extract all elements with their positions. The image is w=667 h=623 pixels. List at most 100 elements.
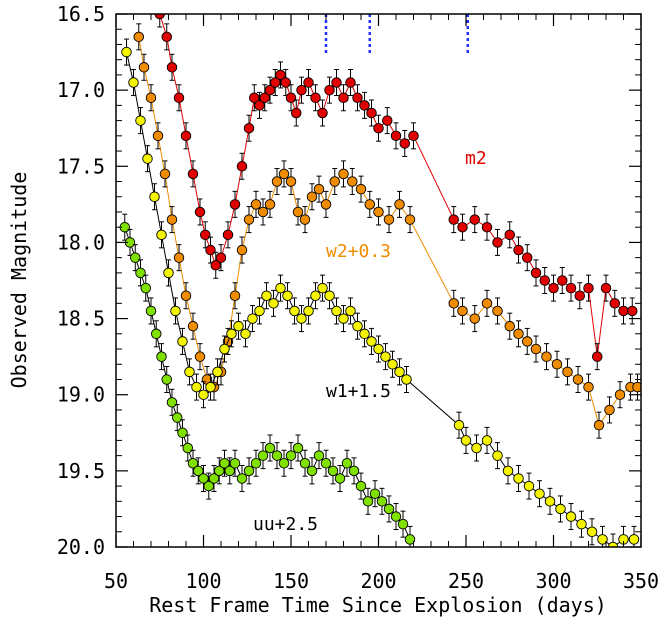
data-point: [469, 214, 481, 225]
data-point: [380, 351, 391, 362]
data-point: [229, 290, 241, 301]
data-point: [513, 328, 524, 340]
data-point: [177, 427, 188, 439]
data-point: [173, 252, 185, 263]
x-tick-label: 300: [535, 569, 571, 593]
data-point: [492, 450, 503, 461]
data-point: [592, 351, 603, 362]
y-tick-label: 16.5: [57, 2, 105, 26]
data-point: [317, 107, 328, 119]
data-point: [145, 92, 157, 104]
data-point: [177, 336, 188, 347]
data-point: [632, 381, 641, 393]
data-point: [205, 244, 216, 256]
data-point: [250, 457, 262, 469]
x-tick-label: 150: [273, 569, 309, 593]
data-point: [278, 457, 290, 469]
data-point: [133, 31, 144, 43]
data-point: [199, 229, 211, 241]
data-point: [583, 282, 594, 294]
data-point: [166, 214, 178, 225]
data-point: [233, 320, 244, 332]
data-point: [345, 305, 356, 317]
data-point: [523, 480, 535, 492]
data-point: [383, 503, 395, 515]
data-point: [522, 252, 533, 263]
data-point: [341, 457, 353, 469]
data-point: [243, 465, 255, 477]
data-point: [366, 336, 377, 347]
data-point: [152, 130, 164, 142]
data-point: [306, 465, 318, 477]
data-point: [161, 31, 172, 43]
data-point: [394, 199, 405, 210]
data-point: [600, 282, 612, 294]
data-point: [373, 343, 384, 355]
data-point: [280, 77, 292, 88]
data-point: [285, 176, 297, 187]
data-point: [324, 84, 335, 96]
data-point: [261, 290, 272, 301]
data-point: [338, 92, 349, 104]
series-3: [119, 213, 416, 547]
series-label-uu: uu+2.5: [253, 514, 318, 535]
data-point: [150, 328, 162, 340]
data-point: [212, 366, 223, 378]
series-label-w2: w2+0.3: [326, 241, 391, 262]
data-point: [562, 366, 573, 378]
data-point: [404, 534, 416, 545]
data-point: [268, 298, 279, 309]
data-point: [404, 214, 416, 225]
data-point: [551, 359, 563, 370]
data-point: [291, 107, 302, 119]
tick-layer: 50 100 150 200 250 300 350 16.5 17.0 17.5 18.0 18.5…: [57, 2, 659, 593]
data-point: [145, 305, 157, 317]
data-point: [607, 541, 619, 547]
data-point: [366, 107, 377, 119]
data-point: [469, 313, 481, 324]
data-point: [448, 214, 460, 225]
data-point: [399, 138, 411, 149]
data-point: [327, 465, 339, 477]
data-point: [187, 320, 199, 332]
data-point: [362, 496, 374, 507]
y-axis-label: Observed Magnitude: [7, 172, 31, 389]
data-point: [180, 290, 192, 301]
data-point: [457, 305, 468, 317]
data-point: [317, 282, 328, 294]
series-2: [121, 38, 640, 547]
data-point: [460, 435, 472, 446]
data-point: [604, 404, 615, 416]
data-point: [194, 206, 206, 218]
data-point: [166, 62, 178, 73]
data-point: [355, 183, 367, 195]
data-point: [250, 199, 262, 210]
data-point: [142, 153, 153, 164]
data-point: [264, 199, 276, 210]
data-point: [481, 221, 493, 233]
data-point: [513, 473, 524, 484]
x-axis-label: Rest Frame Time Since Explosion (days): [149, 593, 607, 617]
data-point: [390, 511, 402, 522]
data-point: [574, 290, 586, 301]
data-point: [173, 92, 185, 104]
data-point: [513, 244, 524, 256]
data-point: [254, 305, 265, 317]
data-point: [453, 419, 465, 431]
y-tick-label: 18.5: [57, 307, 105, 331]
data-point: [285, 92, 297, 104]
data-point: [522, 336, 533, 347]
data-point: [492, 237, 503, 248]
data-point: [313, 450, 325, 461]
data-point: [296, 84, 307, 96]
data-point: [313, 183, 325, 195]
data-point: [338, 168, 349, 180]
data-point: [627, 305, 638, 317]
data-point: [154, 14, 165, 20]
y-tick-label: 17.5: [57, 154, 105, 178]
data-point: [215, 252, 227, 263]
data-point: [334, 473, 346, 484]
y-tick-label: 18.0: [57, 230, 105, 254]
series-label-w1: w1+1.5: [326, 381, 391, 402]
data-point: [359, 328, 370, 340]
